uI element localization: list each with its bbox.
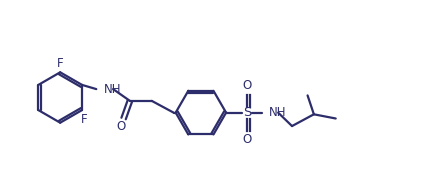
Text: O: O: [242, 133, 251, 146]
Text: F: F: [81, 113, 87, 126]
Text: F: F: [57, 57, 63, 70]
Text: NH: NH: [104, 83, 121, 96]
Text: S: S: [242, 106, 250, 119]
Text: O: O: [117, 120, 126, 133]
Text: NH: NH: [268, 106, 286, 119]
Text: O: O: [242, 79, 251, 92]
